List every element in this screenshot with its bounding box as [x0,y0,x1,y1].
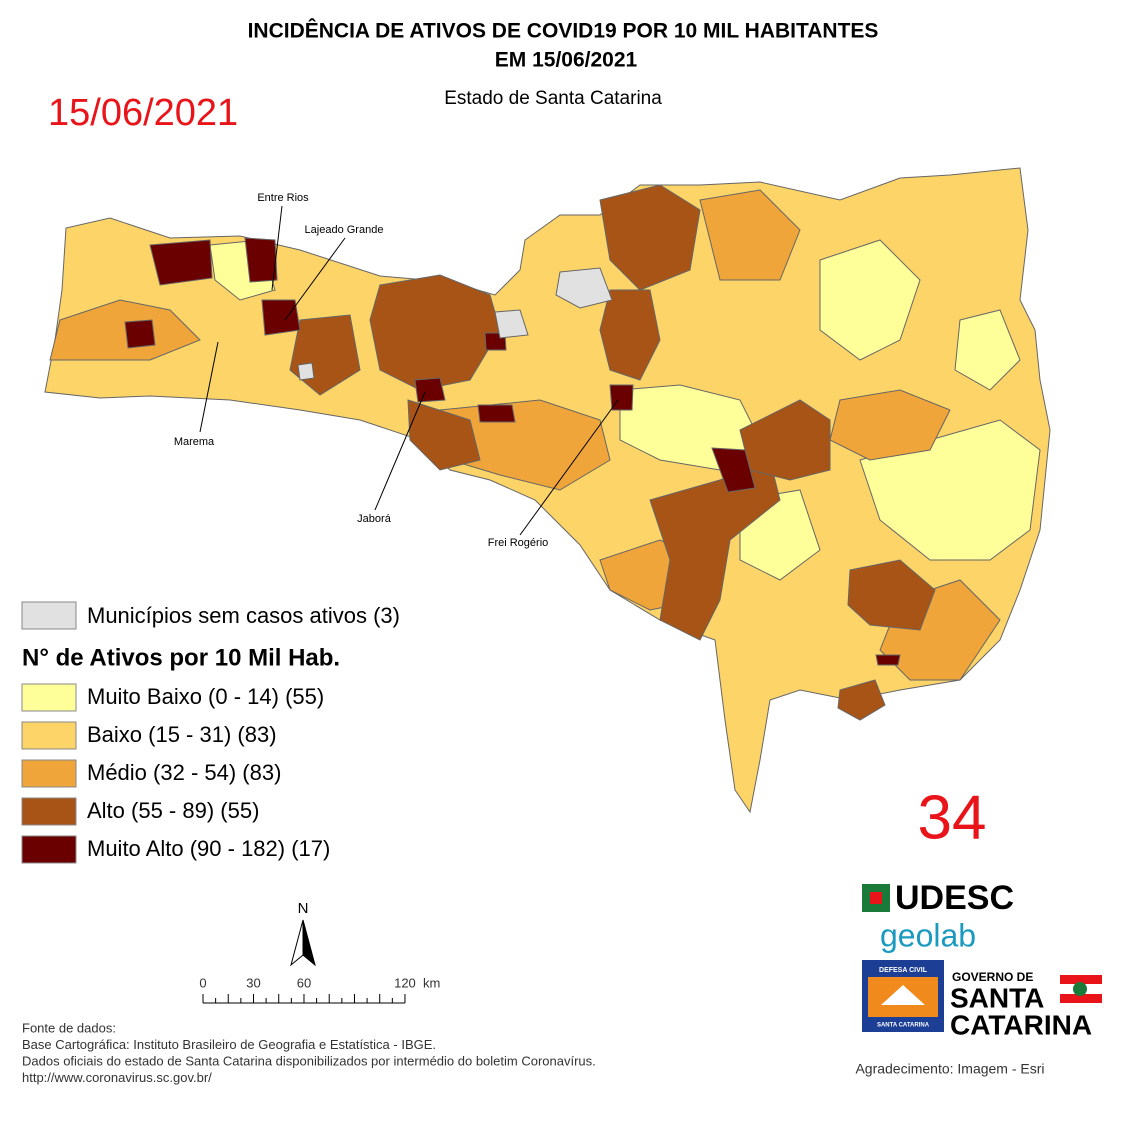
defesa-text: SANTA CATARINA [877,1023,930,1029]
source-line: http://www.coronavirus.sc.gov.br/ [22,1070,212,1085]
leader-line [374,391,426,511]
north-label: N [298,900,309,917]
legend-title: N° de Ativos por 10 Mil Hab. [22,644,340,671]
udesc-logo: UDESC [895,879,1014,917]
legend-swatch [21,759,77,788]
gov-text: SANTA [950,982,1044,1013]
gov-text: GOVERNO DE [952,970,1033,984]
municipality-no-cases [494,309,529,339]
map-label: Frei Rogério [488,537,549,549]
municipality [847,559,936,631]
legend-swatch [21,721,77,750]
municipality [407,399,481,471]
logos: UDESC geolab DEFESA CIVIL SANTA CATARINA… [862,879,1102,1040]
map [44,167,1051,814]
municipality [599,184,701,291]
legend: Municípios sem casos ativos (3) Muito Bai… [21,601,400,864]
municipality [477,404,516,423]
leader-line [271,205,283,291]
leader-line [199,341,219,433]
municipality [149,239,213,286]
municipality [859,419,1041,561]
legend-swatch [21,835,77,864]
municipality [244,237,278,283]
municipality [954,309,1021,391]
counter: 34 [918,783,987,852]
scale-unit: km [423,975,440,990]
legend-label: Baixo (15 - 31) (83) [87,722,277,747]
municipality [261,299,301,336]
legend-label: Alto (55 - 89) (55) [87,798,259,823]
date-stamp: 15/06/2021 [48,92,238,134]
defesa-logo [881,985,925,1005]
municipality-no-cases [555,267,613,309]
municipality [49,299,201,361]
map-label: Lajeado Grande [305,224,384,236]
map-label: Jaborá [357,513,392,525]
scale-label: 120 [394,975,416,990]
legend-swatch [21,601,77,630]
map-label: Marema [174,436,215,448]
municipality [369,274,501,391]
legend-label: Médio (32 - 54) (83) [87,760,281,785]
leaders [199,205,619,536]
scale-label: 0 [199,975,206,990]
gov-text: CATARINA [950,1009,1092,1040]
title-line-2: EM 15/06/2021 [495,49,638,72]
source-line: Base Cartográfica: Instituto Brasileiro … [22,1037,436,1052]
legend-label: Municípios sem casos ativos (3) [87,603,400,628]
source-line: Fonte de dados: [22,1020,116,1035]
municipality [711,447,756,493]
north-arrow [302,919,316,967]
municipality [414,377,446,403]
municipality [837,679,886,721]
scale-bar: 0 30 60 120 km [199,975,440,1004]
scale-label: 60 [297,975,311,990]
legend-swatch [21,797,77,826]
municipality [699,189,801,281]
leader-line [284,237,346,321]
flag [1073,982,1087,996]
municipality [875,654,901,666]
map-label: Entre Rios [257,192,309,204]
udesc-mark [870,892,882,904]
title: INCIDÊNCIA DE ATIVOS DE COVID19 POR 10 M… [248,19,879,43]
municipality [599,289,661,381]
legend-label: Muito Baixo (0 - 14) (55) [87,684,324,709]
municipality [124,319,156,349]
source: Fonte de dados: Base Cartográfica: Instit… [22,1020,596,1085]
geolab-logo: geolab [880,917,976,953]
scale-label: 30 [246,975,260,990]
source-line: Dados oficiais do estado de Santa Catari… [22,1053,596,1068]
subtitle: Estado de Santa Catarina [444,88,662,109]
credit: Agradecimento: Imagem - Esri [855,1061,1044,1077]
defesa-text: DEFESA CIVIL [879,967,928,974]
municipality-no-cases [297,362,315,381]
legend-label: Muito Alto (90 - 182) (17) [87,836,330,861]
legend-swatch [21,683,77,712]
leader-line [519,399,619,536]
municipality [819,239,921,361]
